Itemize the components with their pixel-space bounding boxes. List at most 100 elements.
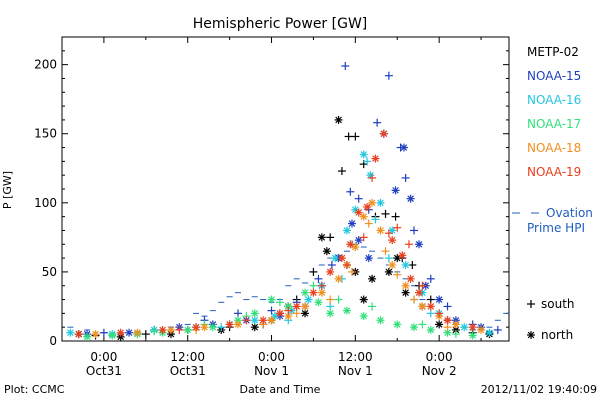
point-south: [347, 267, 356, 276]
point-south: [381, 209, 390, 218]
point-north: [317, 233, 326, 242]
point-north: [393, 320, 402, 329]
plot-frame: [61, 36, 510, 342]
point-south: [292, 309, 301, 318]
point-north: [234, 320, 243, 329]
point-south: [381, 247, 390, 256]
point-north: [388, 261, 397, 269]
x-tick-label: 12:00: [170, 350, 205, 364]
point-north: [410, 323, 419, 332]
point-north: [451, 320, 460, 329]
symbol-legend-label: north: [541, 328, 573, 342]
point-north: [364, 254, 373, 263]
point-south: [363, 157, 372, 166]
point-north: [192, 323, 201, 332]
point-north: [415, 288, 424, 297]
point-south: [337, 167, 346, 176]
point-south: [393, 223, 402, 232]
footer-left-label: Plot: CCMC: [4, 383, 65, 396]
y-tick-label: 0: [49, 334, 57, 348]
point-north: [250, 309, 259, 318]
point-north: [376, 226, 385, 235]
point-south: [326, 302, 335, 311]
point-north: [401, 261, 410, 269]
point-south: [410, 295, 419, 304]
point-south: [354, 194, 363, 203]
point-south: [234, 309, 243, 318]
point-north: [368, 198, 377, 207]
point-north: [379, 129, 388, 138]
point-north: [250, 316, 259, 325]
point-north: [406, 274, 415, 283]
legend-entry: NOAA-17: [527, 117, 581, 131]
point-south: [373, 118, 382, 127]
x-tick-date-label: Oct31: [170, 364, 206, 378]
point-south: [435, 309, 444, 318]
point-north: [322, 247, 331, 256]
legend-entry: NOAA-19: [527, 165, 581, 179]
point-north: [91, 330, 100, 339]
point-north: [401, 288, 410, 297]
point-north: [359, 212, 368, 221]
point-north: [304, 295, 313, 304]
point-north: [108, 331, 117, 340]
point-north: [401, 281, 410, 290]
point-north: [388, 236, 397, 245]
point-south: [309, 267, 318, 276]
point-north: [317, 288, 326, 297]
legend-entry: NOAA-16: [527, 93, 581, 107]
point-north: [125, 328, 134, 337]
point-north: [376, 198, 385, 207]
point-south: [451, 330, 460, 339]
point-south: [341, 62, 350, 71]
point-south: [408, 261, 417, 269]
point-south: [401, 173, 410, 182]
point-south: [326, 233, 335, 242]
point-north: [342, 306, 351, 315]
point-south: [359, 233, 368, 242]
legend: METP-02 NOAA-15 NOAA-16 NOAA-17 NOAA-18 NOAA-…: [512, 45, 593, 342]
point-north: [426, 302, 435, 311]
point-north: [314, 298, 323, 307]
point-south: [404, 240, 413, 249]
point-south: [418, 281, 427, 290]
point-north: [259, 316, 268, 325]
point-north: [435, 320, 444, 329]
point-south: [326, 295, 335, 304]
point-north: [384, 267, 393, 276]
point-north: [399, 143, 408, 152]
point-north: [359, 150, 368, 159]
symbol-legend-label: south: [541, 297, 575, 311]
point-south: [410, 226, 419, 235]
point-north: [267, 295, 276, 304]
point-north: [337, 254, 346, 263]
point-south: [150, 327, 159, 336]
point-north: [158, 325, 167, 334]
point-north: [74, 330, 83, 339]
data-points: [66, 62, 502, 341]
y-axis-ticks: 0 50 100 150 200: [34, 50, 509, 348]
point-south: [426, 274, 435, 283]
point-north: [359, 295, 368, 304]
ovation-legend-label: Ovation: [546, 206, 593, 220]
symbol-legend-plus: [527, 300, 535, 308]
point-north: [208, 323, 217, 332]
point-south: [493, 325, 502, 334]
point-south: [368, 173, 377, 182]
legend-entry: METP-02: [527, 45, 579, 59]
point-north: [275, 309, 284, 318]
point-south: [368, 302, 377, 311]
point-north: [66, 328, 75, 337]
footer-right-timestamp: 2012/11/02 19:40:09: [481, 383, 597, 396]
point-south: [384, 254, 393, 263]
point-north: [398, 251, 407, 260]
point-south: [275, 298, 284, 307]
point-north: [388, 226, 397, 235]
chart-title: Hemispheric Power [GW]: [193, 16, 368, 32]
point-south: [309, 281, 318, 290]
point-north: [406, 194, 415, 203]
x-tick-label: 0:00: [426, 350, 453, 364]
point-south: [217, 323, 226, 332]
point-north: [183, 325, 192, 334]
ovation-legend-label-2: Prime HPI: [527, 221, 585, 235]
